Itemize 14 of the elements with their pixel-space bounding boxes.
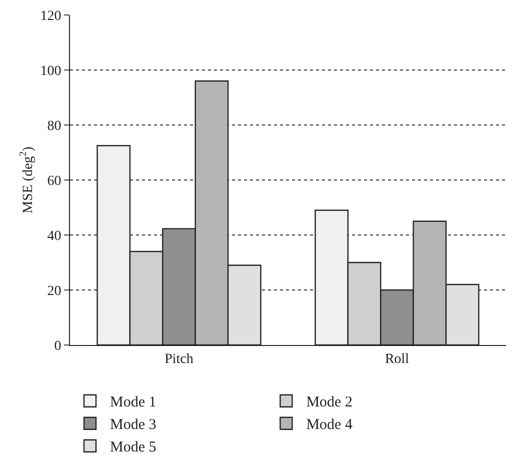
legend-label: Mode 2 xyxy=(306,394,352,411)
legend-label: Mode 3 xyxy=(110,417,156,434)
y-tick-label: 100 xyxy=(40,64,62,79)
y-tick-label: 20 xyxy=(47,284,62,299)
y-tick-label: 40 xyxy=(47,228,62,244)
y-tick-label: 0 xyxy=(54,338,62,354)
x-tick-label: Pitch xyxy=(164,352,194,367)
y-tick-label: 60 xyxy=(47,174,62,189)
legend-label: Mode 4 xyxy=(306,417,353,434)
y-tick-label: 120 xyxy=(40,8,62,24)
legend-label: Mode 5 xyxy=(110,440,156,456)
y-tick-label: 80 xyxy=(47,118,62,134)
x-tick-label: Roll xyxy=(384,352,410,367)
legend-label: Mode 1 xyxy=(110,394,156,411)
